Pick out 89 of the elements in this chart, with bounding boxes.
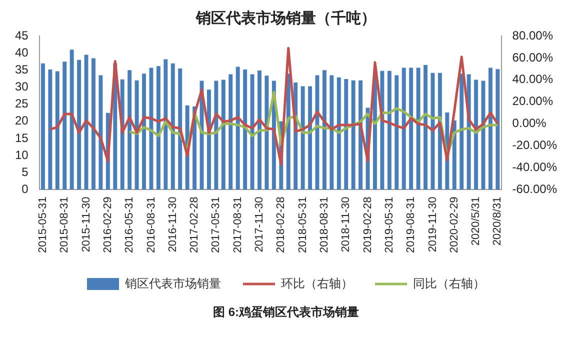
bar <box>243 69 248 190</box>
bar <box>128 70 132 190</box>
bar <box>70 50 74 190</box>
x-tick-label: 2019-05-31 <box>383 196 396 254</box>
bar <box>308 86 312 190</box>
y-tick-label: 0 <box>22 182 29 196</box>
x-tick-label: 2020/8/31 <box>492 196 504 246</box>
bar <box>250 74 254 190</box>
y-tick-label: 30 <box>14 80 29 94</box>
bar <box>344 79 348 190</box>
y2-tick-label: 20.00% <box>512 94 554 108</box>
chart-title: 销区代表市场销量（千吨） <box>195 9 376 28</box>
y-tick-label: 15 <box>14 130 29 145</box>
bar <box>84 54 88 190</box>
bar <box>142 74 146 190</box>
bar <box>134 80 139 190</box>
x-tick-label: 2017-02-28 <box>188 196 201 254</box>
x-tick-label: 2018-11-30 <box>340 196 352 252</box>
bar <box>236 66 240 190</box>
x-tick-label: 2018-02-28 <box>275 196 288 254</box>
bar <box>264 76 269 190</box>
x-tick-label: 2017-11-30 <box>254 196 266 252</box>
bar <box>409 68 414 190</box>
x-tick-label: 2020/5/31 <box>470 196 482 246</box>
bar <box>336 77 341 190</box>
y-tick-label: 40 <box>14 45 29 60</box>
bar <box>77 60 82 190</box>
y2-tick-label: -40.00% <box>512 160 558 174</box>
bar <box>164 59 168 190</box>
bar <box>351 80 356 190</box>
bar <box>300 86 305 190</box>
bar <box>221 80 226 190</box>
y2-tick-label: -60.00% <box>512 182 558 196</box>
legend-label: 销区代表市场销量 <box>124 276 221 290</box>
legend-label: 同比（右轴） <box>413 276 485 290</box>
bar <box>460 74 464 190</box>
bar <box>149 68 154 190</box>
x-tick-label: 2015-08-31 <box>58 196 71 254</box>
bar <box>62 62 67 190</box>
x-tick-label: 2017-08-31 <box>232 196 244 254</box>
bar <box>402 68 406 190</box>
bar <box>48 69 52 190</box>
y-tick-label: 35 <box>14 62 29 76</box>
bar <box>214 80 218 190</box>
bar <box>92 58 96 190</box>
y-tick-label: 45 <box>14 28 29 42</box>
bar <box>258 70 262 190</box>
y-tick-label: 5 <box>22 164 29 179</box>
x-tick-label: 2018-05-31 <box>296 196 309 254</box>
y-tick-label: 25 <box>14 96 29 111</box>
y2-tick-label: -20.00% <box>512 138 558 152</box>
y2-tick-label: 0.00% <box>512 116 547 130</box>
y-tick-label: 20 <box>14 114 29 128</box>
bar <box>55 71 60 190</box>
x-tick-label: 2019-08-31 <box>405 196 418 254</box>
bar <box>416 68 420 190</box>
bar <box>488 68 492 190</box>
x-tick-label: 2019-11-30 <box>426 196 439 252</box>
bar <box>387 70 392 190</box>
x-tick-label: 2016-11-30 <box>166 196 179 252</box>
bar <box>424 65 428 190</box>
bar <box>474 80 478 190</box>
x-tick-label: 2015-05-31 <box>36 196 49 254</box>
x-tick-label: 2016-05-31 <box>124 196 136 254</box>
bar <box>496 69 500 190</box>
legend-label: 环比（右轴） <box>281 276 353 290</box>
bar <box>430 72 435 190</box>
y-tick-label: 10 <box>14 148 29 162</box>
y2-tick-label: 80.00% <box>512 28 554 42</box>
x-tick-label: 2016-08-31 <box>145 196 158 254</box>
bar <box>178 68 182 190</box>
caption: 图 6:鸡蛋销区代表市场销量 <box>212 304 360 321</box>
bar <box>170 63 175 190</box>
y2-tick-label: 40.00% <box>512 72 554 86</box>
x-tick-label: 2017-05-31 <box>210 196 222 254</box>
x-tick-label: 2019-02-28 <box>362 196 374 254</box>
bar <box>156 66 160 190</box>
y2-tick-label: 60.00% <box>512 50 554 64</box>
bar <box>358 80 363 190</box>
bar <box>40 63 45 190</box>
bar <box>322 70 326 190</box>
x-tick-label: 2020-02-29 <box>448 196 460 254</box>
bar <box>98 75 103 190</box>
bar <box>330 75 334 190</box>
bar <box>228 74 233 190</box>
x-tick-label: 2015-11-30 <box>80 196 92 252</box>
bar <box>394 75 399 190</box>
x-tick-label: 2018-08-31 <box>318 196 330 254</box>
x-tick-label: 2016-02-29 <box>102 196 114 254</box>
